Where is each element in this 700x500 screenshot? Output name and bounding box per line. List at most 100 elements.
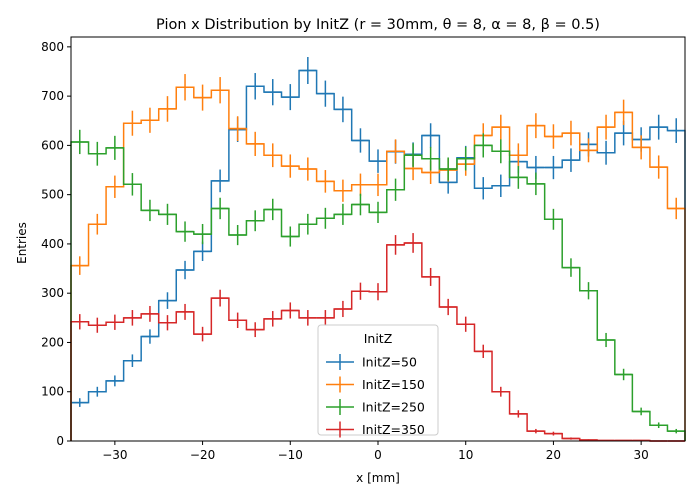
bin-point xyxy=(246,210,264,232)
bin-point xyxy=(71,129,89,155)
bin-point xyxy=(299,56,317,85)
bin-point xyxy=(474,344,492,358)
bin-point xyxy=(334,203,352,225)
bin-point xyxy=(264,79,282,106)
bin-point xyxy=(158,203,176,225)
bin-point xyxy=(158,292,176,309)
legend-label: InitZ=350 xyxy=(362,422,425,437)
bin-point xyxy=(562,437,580,440)
legend-entry: InitZ=250 xyxy=(326,399,425,415)
bin-point xyxy=(106,314,124,330)
x-axis-label: x [mm] xyxy=(356,471,400,485)
x-tick-label: −20 xyxy=(190,448,215,462)
bin-point xyxy=(281,226,299,247)
bin-point xyxy=(246,73,264,100)
bin-point xyxy=(562,120,580,146)
bin-point xyxy=(141,199,159,222)
bin-point xyxy=(632,407,650,416)
bin-point xyxy=(509,143,527,168)
y-tick-label: 800 xyxy=(41,40,64,54)
bin-point xyxy=(544,208,562,230)
bin-point xyxy=(158,315,176,331)
series-step-line xyxy=(70,242,685,442)
y-tick-label: 200 xyxy=(41,335,64,349)
bin-point xyxy=(141,329,159,344)
bin-point xyxy=(439,157,457,181)
bin-point xyxy=(264,198,282,221)
series-3 xyxy=(70,129,686,441)
bin-point xyxy=(580,439,598,441)
bin-point xyxy=(580,138,598,163)
bin-point xyxy=(264,143,282,168)
bin-point xyxy=(299,157,317,181)
bin-point xyxy=(88,213,106,235)
bin-point xyxy=(123,173,141,196)
legend-entry: InitZ=50 xyxy=(326,354,417,370)
bin-point xyxy=(194,241,212,261)
bin-point xyxy=(369,201,387,224)
bin-point xyxy=(229,116,247,142)
bin-point xyxy=(632,135,650,160)
bin-point xyxy=(439,298,457,316)
bin-point xyxy=(316,207,334,229)
legend-entry: InitZ=150 xyxy=(326,376,425,393)
bin-point xyxy=(106,175,124,198)
chart-title: Pion x Distribution by InitZ (r = 30mm, … xyxy=(156,17,600,33)
bin-point xyxy=(544,124,562,149)
bin-point xyxy=(667,118,685,143)
bin-point xyxy=(88,386,106,397)
bin-point xyxy=(492,174,510,198)
bin-point xyxy=(457,146,475,171)
bin-point xyxy=(334,96,352,123)
bin-point xyxy=(158,96,176,122)
bin-point xyxy=(351,173,369,197)
bin-point xyxy=(281,84,299,111)
bin-point xyxy=(334,179,352,202)
bin-point xyxy=(369,173,387,197)
bin-point xyxy=(615,99,633,126)
bin-point xyxy=(387,139,405,164)
bin-point xyxy=(88,141,106,166)
bin-point xyxy=(211,197,229,220)
bin-point xyxy=(176,221,194,242)
bin-point xyxy=(422,267,440,286)
bin-point xyxy=(422,146,440,171)
bin-point xyxy=(597,140,615,165)
legend-label: InitZ=250 xyxy=(362,400,425,415)
bin-point xyxy=(597,332,615,348)
bin-point xyxy=(387,235,405,255)
bin-point xyxy=(106,375,124,387)
bin-point xyxy=(351,193,369,216)
legend-title: InitZ xyxy=(364,331,393,346)
bin-point xyxy=(281,302,299,319)
bin-point xyxy=(71,398,89,407)
bin-point xyxy=(422,123,440,148)
bin-point xyxy=(299,213,317,235)
x-tick-label: 10 xyxy=(458,448,473,462)
bin-point xyxy=(474,133,492,158)
bin-point xyxy=(123,110,141,136)
x-tick-label: 30 xyxy=(634,448,649,462)
bin-point xyxy=(106,135,124,160)
bin-point xyxy=(176,303,194,320)
bin-point xyxy=(404,233,422,253)
y-axis-label: Entries xyxy=(15,222,29,264)
bin-point xyxy=(211,77,229,104)
bin-point xyxy=(141,107,159,133)
y-tick-label: 600 xyxy=(41,138,64,152)
bin-point xyxy=(176,74,194,101)
y-tick-label: 0 xyxy=(56,434,64,448)
ticks-layer: −30 −20 −10 0 10 20 30010020030040050060070080… xyxy=(41,40,649,462)
bin-point xyxy=(316,170,334,193)
bin-point xyxy=(544,155,562,180)
bin-point xyxy=(71,256,89,275)
bin-point xyxy=(474,177,492,200)
bin-point xyxy=(211,169,229,193)
bin-point xyxy=(176,260,194,280)
bin-point xyxy=(527,113,545,139)
bin-point xyxy=(650,155,668,179)
bin-point xyxy=(316,310,334,326)
bin-point xyxy=(351,282,369,300)
bin-point xyxy=(615,368,633,381)
